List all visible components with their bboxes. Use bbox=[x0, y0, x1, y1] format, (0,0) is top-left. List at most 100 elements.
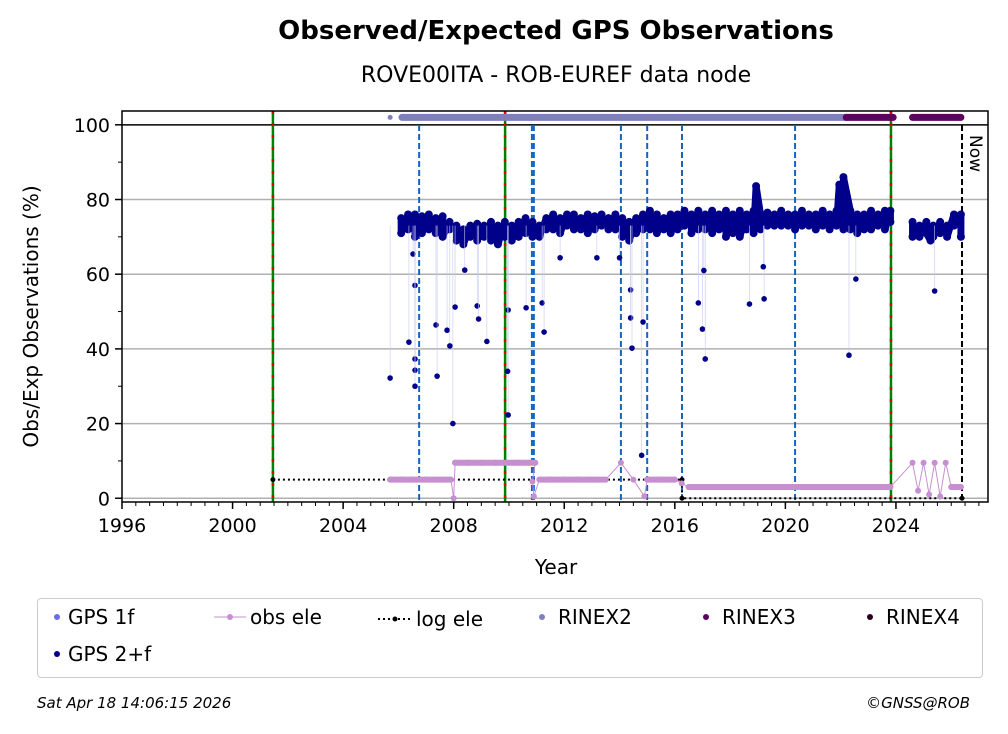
gps-2f-point bbox=[535, 221, 544, 230]
gps-2f-point bbox=[387, 375, 393, 381]
gps-2f-point bbox=[452, 221, 461, 230]
legend-label: RINEX2 bbox=[558, 605, 632, 629]
gps-2f-point bbox=[818, 206, 827, 215]
gps-2f-marker-icon bbox=[54, 651, 60, 657]
gps-2f-point bbox=[576, 225, 585, 234]
gps-2f-point bbox=[556, 214, 565, 223]
y-axis-label: Obs/Exp Observations (%) bbox=[19, 185, 43, 447]
gps-2f-point bbox=[777, 206, 786, 215]
gps-2f-point bbox=[818, 221, 827, 230]
legend: GPS 1f obs ele log ele RINEX2 RINEX3 RIN… bbox=[37, 598, 983, 678]
gps-2f-point bbox=[659, 214, 668, 223]
gps-2f-point bbox=[673, 210, 682, 219]
obs-ele-point bbox=[909, 459, 916, 466]
gps-2f-point bbox=[611, 210, 620, 219]
gps-2f-point bbox=[886, 206, 895, 215]
gps-2f-point bbox=[825, 225, 834, 234]
gps-2f-point bbox=[931, 288, 938, 294]
gps-2f-point bbox=[860, 225, 869, 234]
gps-2f-point bbox=[708, 229, 717, 238]
log-ele-point bbox=[679, 495, 685, 501]
gps-2f-point bbox=[811, 225, 820, 234]
gps-2f-point bbox=[616, 254, 623, 261]
gps-2f-point bbox=[791, 210, 800, 219]
gps-2f-point bbox=[450, 420, 456, 427]
obs-ele-point bbox=[409, 476, 416, 483]
gps-2f-point bbox=[444, 327, 450, 334]
gps-2f-point bbox=[735, 232, 744, 241]
footer-timestamp: Sat Apr 18 14:06:15 2026 bbox=[37, 694, 232, 712]
gps-2f-point bbox=[535, 232, 544, 241]
log-ele-point bbox=[270, 477, 276, 483]
gps-2f-point bbox=[507, 236, 516, 245]
gps-2f-point bbox=[846, 206, 855, 215]
obs-ele-point bbox=[447, 476, 454, 483]
gps-2f-point bbox=[514, 232, 523, 241]
gps-2f-point bbox=[397, 214, 406, 223]
log-ele-point bbox=[959, 495, 965, 501]
gps-2f-point bbox=[397, 229, 406, 238]
gps-2f-point bbox=[943, 221, 952, 230]
gps-2f-point bbox=[922, 229, 931, 238]
gps-2f-point bbox=[886, 217, 895, 226]
obs-ele-point bbox=[575, 476, 582, 483]
gps-2f-point bbox=[936, 229, 945, 238]
gps-2f-point bbox=[563, 221, 572, 230]
gps-2f-point bbox=[473, 219, 482, 228]
gps-2f-point bbox=[694, 206, 703, 215]
legend-label: GPS 1f bbox=[68, 605, 135, 629]
obs-ele-point bbox=[865, 484, 872, 491]
gps-2f-point bbox=[680, 206, 689, 215]
rinex4-marker-icon bbox=[867, 614, 873, 620]
gps-2f-point bbox=[406, 339, 412, 345]
obs-ele-point bbox=[547, 476, 554, 483]
obs-ele-point bbox=[602, 476, 609, 483]
gps-2f-point bbox=[445, 217, 454, 226]
gps-2f-point bbox=[749, 229, 758, 238]
obs-ele-point bbox=[530, 493, 537, 500]
gps-2f-point bbox=[645, 206, 654, 215]
gps-1f-marker-icon bbox=[54, 614, 60, 620]
gps-2f-point bbox=[784, 221, 793, 230]
gps-2f-point bbox=[528, 217, 537, 226]
legend-rinex4: RINEX4 bbox=[860, 605, 960, 629]
obs-ele-point bbox=[957, 484, 964, 491]
gps-2f-point bbox=[417, 212, 426, 221]
gps-2f-point bbox=[625, 217, 634, 226]
gps-2f-point bbox=[950, 210, 959, 219]
gps-2f-point bbox=[459, 225, 468, 234]
gps-2f-point bbox=[908, 217, 917, 226]
gps-2f-point bbox=[500, 232, 509, 241]
gps-2f-point bbox=[475, 316, 482, 322]
gps-2f-point bbox=[742, 210, 751, 219]
gps-2f-point bbox=[804, 210, 813, 219]
gps-2f-point bbox=[590, 225, 599, 234]
gps-2f-point bbox=[627, 315, 634, 321]
gps-2f-point bbox=[438, 232, 447, 241]
gps-2f-point bbox=[853, 229, 862, 238]
gps-2f-point bbox=[557, 254, 563, 261]
gps-2f-point bbox=[632, 214, 641, 223]
obs-ele-point bbox=[953, 484, 960, 491]
gps-2f-point bbox=[484, 338, 490, 345]
obs-ele-point bbox=[529, 478, 536, 485]
gps-2f-point bbox=[873, 210, 882, 219]
gps-2f-point bbox=[811, 210, 820, 219]
gps-2f-point bbox=[922, 217, 931, 226]
gps-2f-point bbox=[424, 210, 433, 219]
gps-2f-point bbox=[539, 300, 545, 306]
gps-2f-point bbox=[521, 214, 530, 223]
legend-label: GPS 2+f bbox=[68, 642, 152, 666]
gps-2f-point bbox=[943, 232, 952, 241]
obs-ele-point bbox=[398, 476, 405, 483]
gps-2f-point bbox=[459, 240, 468, 249]
obs-ele-point bbox=[851, 484, 858, 491]
obs-ele-point bbox=[948, 484, 955, 491]
now-label: Now bbox=[965, 135, 985, 172]
gps-2f-point bbox=[721, 206, 730, 215]
gps-2f-point bbox=[752, 182, 761, 191]
gps-2f-point bbox=[412, 383, 418, 390]
gps-2f-point bbox=[715, 225, 724, 234]
gps-2f-point bbox=[611, 225, 620, 234]
gps-2f-point bbox=[493, 221, 502, 230]
